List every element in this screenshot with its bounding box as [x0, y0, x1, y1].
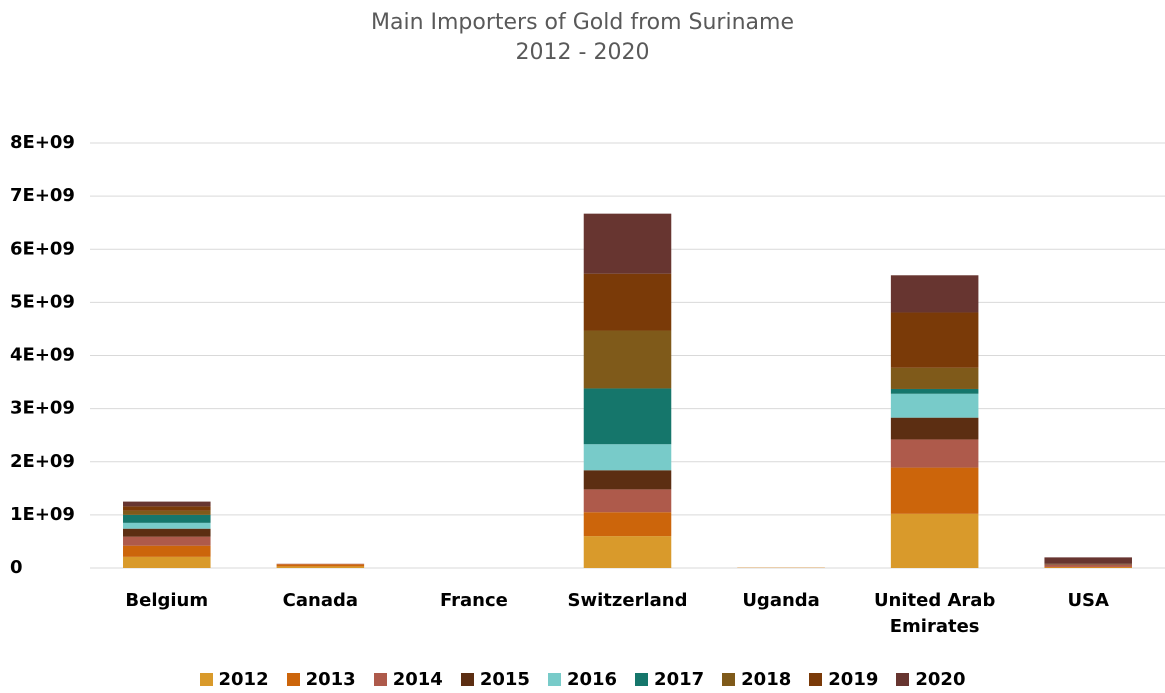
- y-tick-label: 0: [10, 557, 23, 578]
- bar-segment: [123, 528, 211, 537]
- legend-label: 2019: [828, 669, 879, 690]
- bar-segment: [890, 367, 979, 389]
- bar-segment: [123, 556, 211, 568]
- legend-swatch: [373, 673, 387, 686]
- bar-segment: [123, 506, 211, 511]
- bar-segment: [890, 467, 979, 514]
- bar-segment: [1044, 566, 1132, 568]
- bar-segment: [583, 273, 672, 331]
- legend-item: 2019: [809, 669, 878, 690]
- bar-segment: [583, 536, 672, 568]
- chart-subtitle: 2012 - 2020: [515, 40, 650, 65]
- bar-segment: [890, 388, 979, 394]
- y-tick-label: 4E+09: [10, 345, 75, 366]
- bar-segment: [1044, 564, 1132, 565]
- x-tick-label: Canada: [282, 590, 359, 611]
- legend-item: 2017: [635, 669, 704, 690]
- legend: 2012 2013 2014 2015 2016 2017 2018 2019 2020: [0, 669, 1165, 690]
- y-tick-label: 2E+09: [10, 451, 75, 472]
- bar-segment: [890, 513, 979, 568]
- bar-segment: [123, 501, 211, 507]
- bar-segment: [583, 444, 672, 471]
- legend-item: 2014: [373, 669, 443, 690]
- bar-segment: [276, 564, 365, 567]
- bar-segment: [123, 545, 211, 557]
- legend-item: 2013: [286, 669, 356, 690]
- y-tick-label: 5E+09: [10, 291, 75, 312]
- legend-label: 2017: [654, 669, 705, 690]
- bar-segment: [123, 536, 211, 546]
- legend-swatch: [809, 673, 823, 686]
- legend-label: 2015: [479, 669, 530, 690]
- bar-segment: [583, 388, 672, 445]
- legend-swatch: [635, 673, 649, 686]
- legend-label: 2012: [218, 669, 269, 690]
- bar-segment: [890, 312, 979, 368]
- bar-segment: [276, 566, 365, 568]
- x-tick-label: Belgium: [125, 590, 209, 611]
- legend-swatch: [199, 673, 213, 686]
- bar-segment: [123, 514, 211, 523]
- bar-segment: [583, 489, 672, 513]
- legend-item: 2015: [460, 669, 530, 690]
- x-tick-label: France: [439, 590, 508, 611]
- bar-segment: [890, 275, 979, 313]
- legend-item: 2018: [722, 669, 791, 690]
- y-tick-label: 8E+09: [10, 132, 75, 153]
- legend-swatch: [286, 673, 300, 686]
- bar-segment: [123, 510, 211, 515]
- y-tick-label: 6E+09: [10, 238, 75, 259]
- y-tick-label: 7E+09: [10, 185, 75, 206]
- legend-label: 2013: [305, 669, 356, 690]
- bar-segment: [1044, 567, 1132, 568]
- bar-segment: [890, 417, 979, 440]
- y-tick-label: 1E+09: [10, 504, 75, 525]
- legend-item: 2020: [896, 669, 965, 690]
- legend-swatch: [722, 673, 736, 686]
- bar-segment: [583, 213, 672, 274]
- y-tick-label: 3E+09: [10, 398, 75, 419]
- chart-title: Main Importers of Gold from Suriname: [371, 10, 794, 35]
- bar-segment: [1044, 563, 1132, 565]
- bar-segment: [583, 512, 672, 537]
- legend-item: 2016: [547, 669, 618, 690]
- legend-label: 2018: [741, 669, 792, 690]
- x-tick-label: Uganda: [742, 590, 820, 611]
- bar-segment: [583, 470, 672, 490]
- legend-swatch: [460, 673, 474, 686]
- bar-segment: [123, 522, 211, 529]
- bar-segment: [890, 393, 979, 418]
- legend-label: 2020: [915, 669, 966, 690]
- x-tick-label: United Arab Emirates: [873, 590, 996, 637]
- legend-swatch: [547, 673, 561, 686]
- bar-segment: [276, 563, 365, 565]
- legend-swatch: [896, 673, 910, 686]
- legend-label: 2014: [392, 669, 443, 690]
- bar-segment: [1044, 557, 1132, 564]
- bar-segment: [1044, 564, 1132, 567]
- legend-item: 2012: [199, 669, 269, 690]
- x-tick-label: USA: [1067, 590, 1109, 611]
- x-tick-label: Switzerland: [567, 590, 688, 611]
- bar-segment: [890, 439, 979, 468]
- bar-segment: [583, 330, 672, 389]
- legend-label: 2016: [566, 669, 618, 690]
